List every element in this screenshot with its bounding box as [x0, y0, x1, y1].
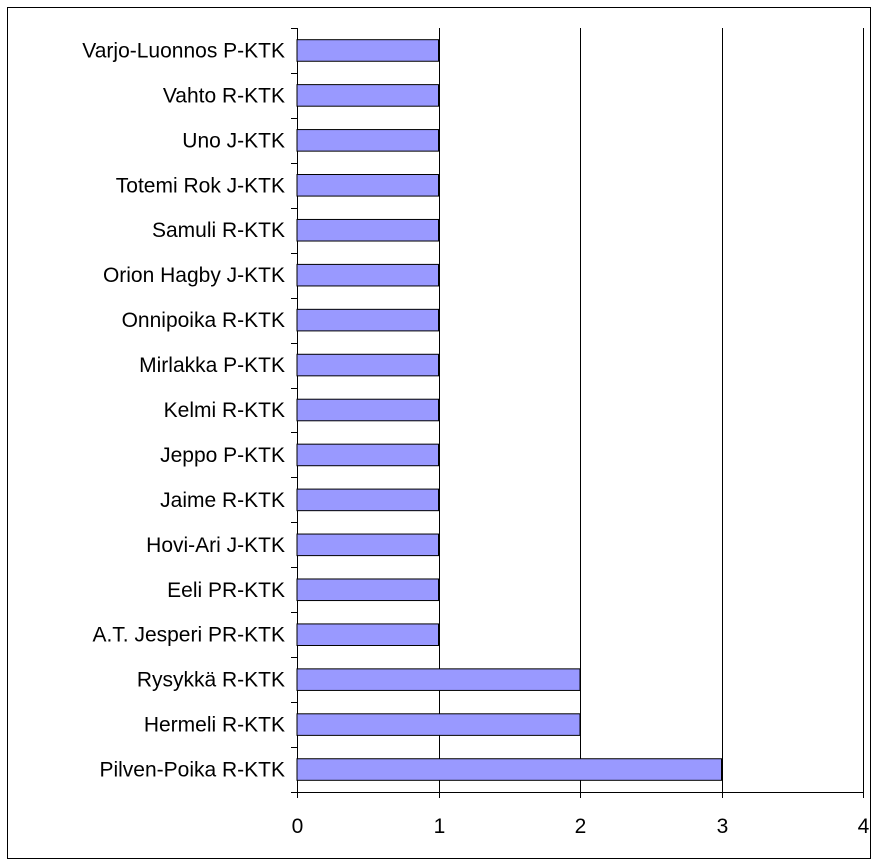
x-tick-label: 0 — [292, 815, 304, 838]
category-label: Jaime R-KTK — [160, 489, 285, 512]
category-label: Rysykkä R-KTK — [137, 669, 285, 692]
bar — [296, 758, 722, 781]
bar — [296, 443, 439, 467]
category-label: Mirlakka P-KTK — [139, 354, 285, 377]
bar — [296, 84, 439, 107]
category-label: Hovi-Ari J-KTK — [146, 534, 285, 557]
bar — [296, 353, 439, 377]
x-tick-label: 4 — [858, 815, 870, 838]
category-label: Eeli PR-KTK — [167, 579, 285, 602]
x-tick-label: 3 — [717, 815, 729, 838]
bar — [296, 713, 581, 736]
category-label: Kelmi R-KTK — [164, 399, 285, 422]
category-label: Pilven-Poika R-KTK — [99, 759, 285, 782]
bar — [296, 533, 439, 557]
category-label: Uno J-KTK — [182, 129, 285, 152]
bar — [296, 263, 439, 287]
bar — [296, 578, 439, 602]
category-label: A.T. Jesperi PR-KTK — [92, 624, 285, 647]
bar — [296, 488, 439, 512]
bar — [296, 308, 439, 332]
category-label: Onnipoika R-KTK — [122, 309, 285, 332]
category-label: Totemi Rok J-KTK — [116, 174, 285, 197]
bar — [296, 174, 439, 197]
category-label: Hermeli R-KTK — [144, 714, 285, 737]
bar — [296, 129, 439, 152]
category-label: Varjo-Luonnos P-KTK — [82, 39, 285, 62]
x-tick-label: 2 — [575, 815, 587, 838]
bar — [296, 398, 439, 422]
bar — [296, 623, 439, 646]
x-tick-label: 1 — [434, 815, 446, 838]
bar — [296, 218, 439, 242]
category-label: Vahto R-KTK — [163, 84, 285, 107]
category-label: Orion Hagby J-KTK — [103, 264, 285, 287]
bar — [296, 668, 581, 691]
category-label: Samuli R-KTK — [152, 219, 285, 242]
bar — [296, 39, 439, 62]
category-label: Jeppo P-KTK — [160, 444, 285, 467]
